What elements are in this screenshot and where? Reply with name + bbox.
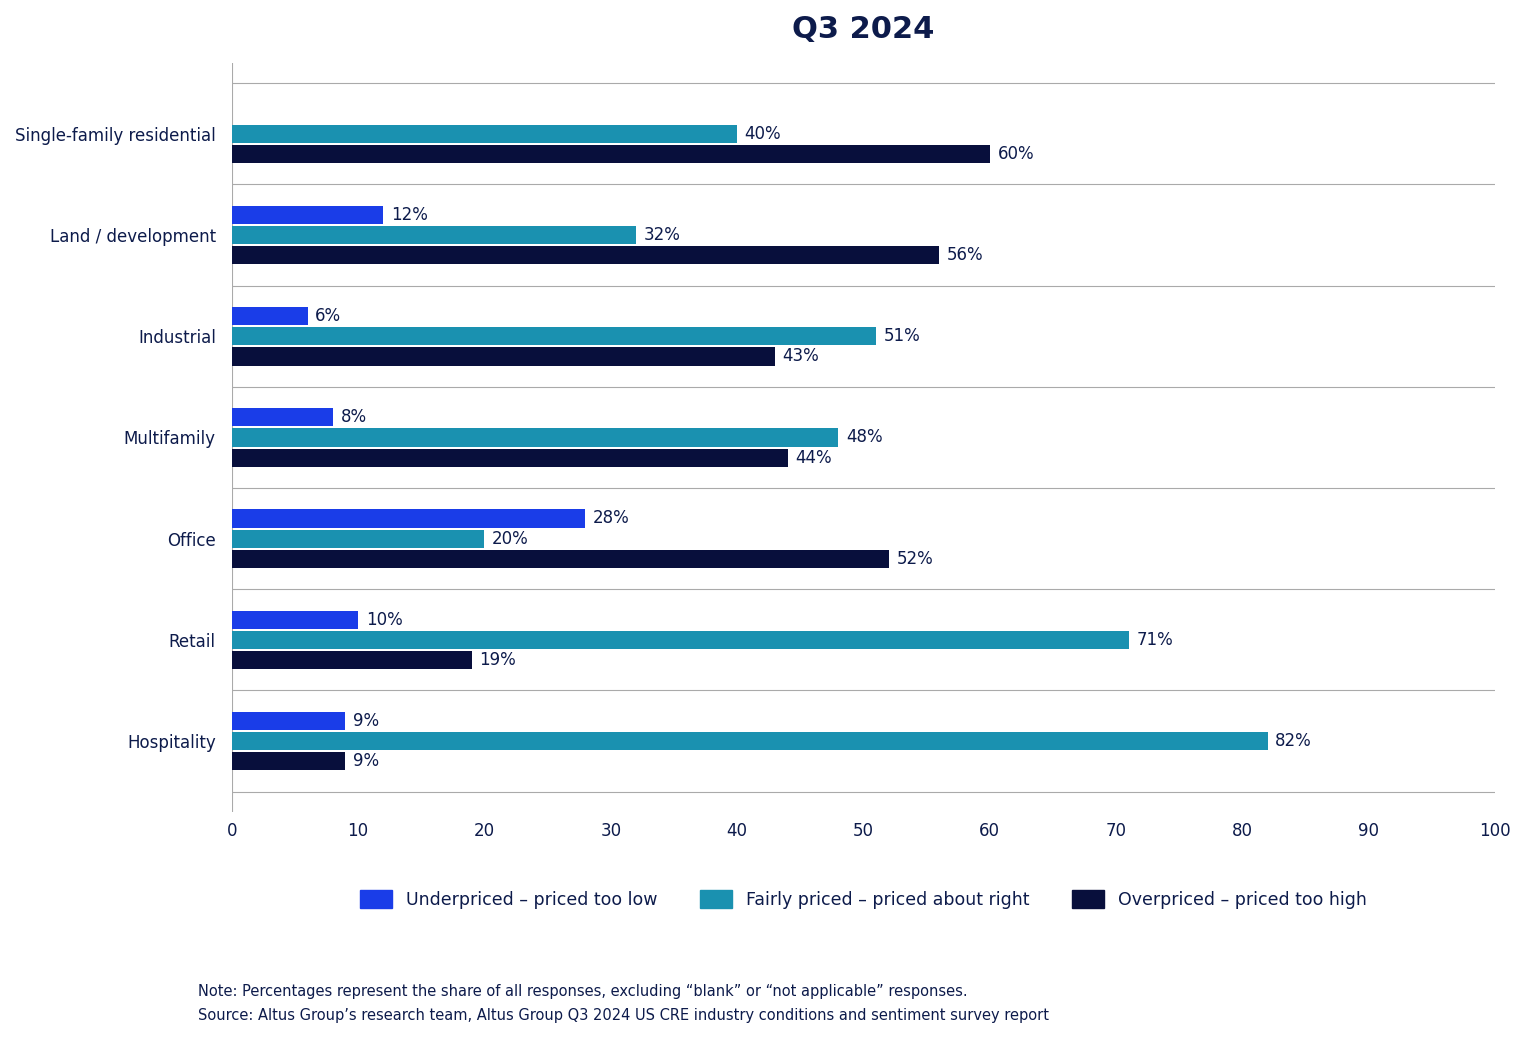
Text: 52%: 52% bbox=[896, 550, 932, 567]
Text: 12%: 12% bbox=[391, 205, 427, 224]
Bar bbox=[232, 509, 586, 528]
Bar bbox=[232, 530, 484, 548]
Text: 19%: 19% bbox=[479, 651, 516, 670]
Text: 56%: 56% bbox=[946, 246, 983, 264]
Bar bbox=[232, 145, 990, 163]
Text: 8%: 8% bbox=[340, 408, 366, 427]
Text: 48%: 48% bbox=[845, 429, 882, 446]
Bar bbox=[232, 226, 636, 244]
Title: Q3 2024: Q3 2024 bbox=[792, 15, 934, 44]
Text: 9%: 9% bbox=[353, 711, 378, 730]
Text: 43%: 43% bbox=[783, 347, 819, 365]
Text: 20%: 20% bbox=[491, 530, 528, 548]
Bar bbox=[232, 125, 737, 143]
Bar bbox=[232, 651, 472, 670]
Text: 51%: 51% bbox=[884, 328, 920, 345]
Text: 32%: 32% bbox=[644, 226, 681, 244]
Text: Note: Percentages represent the share of all responses, excluding “blank” or “no: Note: Percentages represent the share of… bbox=[198, 984, 967, 999]
Bar bbox=[232, 429, 838, 446]
Bar bbox=[232, 610, 359, 629]
Text: 6%: 6% bbox=[314, 307, 342, 325]
Bar bbox=[232, 408, 333, 427]
Text: 40%: 40% bbox=[745, 125, 781, 143]
Text: 71%: 71% bbox=[1137, 631, 1173, 649]
Text: Source: Altus Group’s research team, Altus Group Q3 2024 US CRE industry conditi: Source: Altus Group’s research team, Alt… bbox=[198, 1008, 1050, 1023]
Text: 10%: 10% bbox=[366, 610, 403, 629]
Text: 9%: 9% bbox=[353, 752, 378, 771]
Text: 44%: 44% bbox=[795, 448, 832, 466]
Bar bbox=[232, 328, 876, 345]
Bar bbox=[232, 307, 308, 325]
Bar bbox=[232, 711, 345, 730]
Legend: Underpriced – priced too low, Fairly priced – priced about right, Overpriced – p: Underpriced – priced too low, Fairly pri… bbox=[354, 883, 1373, 916]
Bar bbox=[232, 246, 940, 264]
Text: 82%: 82% bbox=[1276, 732, 1312, 750]
Bar bbox=[232, 752, 345, 771]
Text: 28%: 28% bbox=[594, 509, 630, 528]
Bar bbox=[232, 732, 1268, 750]
Text: 60%: 60% bbox=[998, 145, 1035, 163]
Bar bbox=[232, 550, 888, 568]
Bar bbox=[232, 631, 1129, 649]
Bar bbox=[232, 448, 787, 467]
Bar bbox=[232, 347, 775, 366]
Bar bbox=[232, 205, 383, 224]
